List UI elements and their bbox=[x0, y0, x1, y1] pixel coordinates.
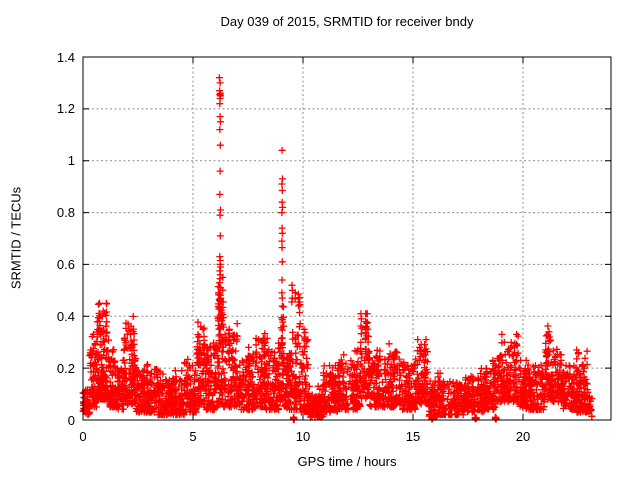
y-tick-label: 0.2 bbox=[56, 360, 75, 376]
scatter-points bbox=[79, 74, 596, 424]
x-axis-title: GPS time / hours bbox=[297, 454, 397, 469]
x-tick-label: 15 bbox=[405, 429, 421, 444]
plot-border bbox=[82, 56, 612, 421]
axis-ticks bbox=[82, 56, 611, 421]
y-tick-label: 0.6 bbox=[56, 256, 75, 272]
y-tick-label: 0.8 bbox=[56, 205, 75, 221]
x-tick-label: 5 bbox=[189, 429, 197, 444]
y-tick-label: 1.4 bbox=[56, 49, 75, 65]
x-tick-label: 20 bbox=[515, 429, 531, 444]
y-tick-label: 0.4 bbox=[56, 308, 75, 324]
x-tick-label: 0 bbox=[79, 429, 87, 444]
y-tick-label: 1 bbox=[67, 153, 75, 169]
x-tick-label: 10 bbox=[295, 429, 311, 444]
grid-lines bbox=[83, 56, 611, 420]
y-tick-label: 1.2 bbox=[56, 101, 75, 117]
chart-title: Day 039 of 2015, SRMTID for receiver bnd… bbox=[220, 14, 474, 29]
y-tick-label: 0 bbox=[67, 412, 75, 428]
